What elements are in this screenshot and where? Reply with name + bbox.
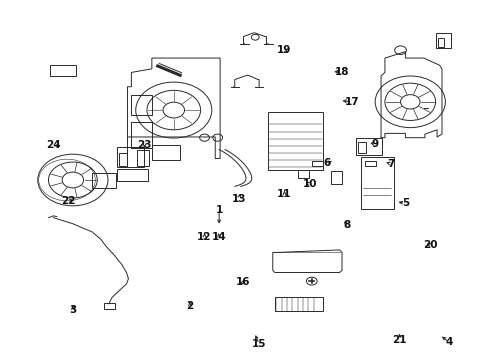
Text: 14: 14 xyxy=(211,232,226,242)
Text: 7: 7 xyxy=(386,159,394,169)
Text: 23: 23 xyxy=(137,140,151,150)
Text: 19: 19 xyxy=(276,45,290,55)
Text: 21: 21 xyxy=(391,334,406,345)
Text: 4: 4 xyxy=(445,337,452,347)
Text: 20: 20 xyxy=(423,240,437,250)
Text: 3: 3 xyxy=(69,305,76,315)
Text: 12: 12 xyxy=(197,232,211,242)
Text: 17: 17 xyxy=(344,97,358,107)
Text: 8: 8 xyxy=(343,220,350,230)
Text: 24: 24 xyxy=(46,140,61,150)
Text: 6: 6 xyxy=(323,158,330,168)
Text: 22: 22 xyxy=(61,196,75,206)
Text: 9: 9 xyxy=(371,139,378,149)
Text: 15: 15 xyxy=(251,339,266,349)
Text: 11: 11 xyxy=(277,189,291,199)
Text: 18: 18 xyxy=(334,67,348,77)
Text: 16: 16 xyxy=(236,277,250,287)
Text: 10: 10 xyxy=(303,179,317,189)
Text: 13: 13 xyxy=(231,194,245,204)
Text: 2: 2 xyxy=(186,301,193,311)
Text: 5: 5 xyxy=(401,198,408,208)
Text: 1: 1 xyxy=(215,206,223,216)
